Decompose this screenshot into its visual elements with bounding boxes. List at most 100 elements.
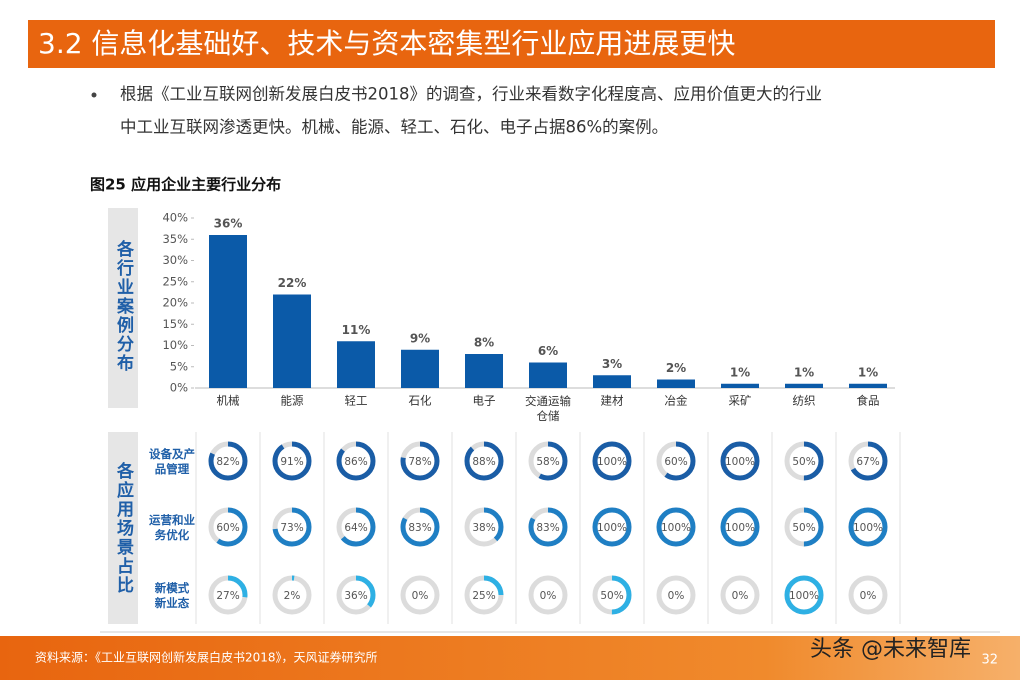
page-number: 32 — [981, 653, 998, 668]
value-label: 2% — [666, 361, 686, 375]
donut-label: 38% — [472, 522, 495, 534]
bullet-dot — [91, 92, 97, 98]
donut-axis-label: 各应用场景占比 — [113, 461, 135, 595]
y-tick-label: 15% — [162, 317, 188, 331]
donut-arc — [336, 507, 376, 547]
value-label: 22% — [278, 276, 307, 290]
donut-label: 36% — [344, 590, 367, 602]
donut-label: 100% — [725, 456, 755, 468]
donut-arc — [784, 507, 824, 547]
donut-arc — [592, 575, 632, 615]
donut-arc — [464, 441, 504, 481]
x-tick-label: 食品 — [857, 394, 880, 408]
value-label: 9% — [410, 331, 430, 345]
donut-label: 78% — [408, 456, 431, 468]
donut-label: 100% — [597, 456, 627, 468]
donut-label: 60% — [216, 522, 239, 534]
row-label: 新模式新业态 — [155, 581, 190, 610]
donut-arc — [208, 441, 248, 481]
donut-label: 25% — [472, 590, 495, 602]
donut-arc — [272, 441, 312, 481]
bar — [657, 379, 695, 388]
donut-arc — [464, 575, 504, 615]
header-bar — [28, 20, 995, 68]
donut-arc — [528, 441, 568, 481]
y-tick-label: 40% — [162, 211, 188, 225]
x-tick-label: 冶金 — [665, 394, 688, 408]
bullet-line: 中工业互联网渗透更快。机械、能源、轻工、石化、电子占据86%的案例。 — [120, 118, 668, 137]
donut-label: 50% — [792, 456, 815, 468]
x-tick-label: 机械 — [217, 394, 240, 408]
donut-label: 60% — [664, 456, 687, 468]
row-label: 设备及产品管理 — [149, 447, 195, 476]
x-tick-label: 电子 — [473, 394, 496, 408]
donut-label: 83% — [408, 522, 431, 534]
donut-arc — [592, 441, 632, 481]
label-panel — [108, 208, 138, 408]
donut-arc — [336, 441, 376, 481]
bullet-line: 根据《工业互联网创新发展白皮书2018》的调查，行业来看数字化程度高、应用价值更… — [120, 85, 822, 104]
bar — [465, 354, 503, 388]
bar — [593, 375, 631, 388]
donut-track — [720, 575, 760, 615]
donut-arc — [656, 441, 696, 481]
donut-arc — [400, 441, 440, 481]
bar — [849, 383, 887, 388]
donut-label: 82% — [216, 456, 239, 468]
y-tick-label: 35% — [162, 232, 188, 246]
bar — [209, 235, 247, 388]
donut-arc — [208, 507, 248, 547]
donut-label: 27% — [216, 590, 239, 602]
donut-label: 91% — [280, 456, 303, 468]
donut-arc — [272, 575, 312, 615]
bar — [337, 341, 375, 388]
y-tick-label: 5% — [170, 359, 188, 373]
donut-label: 64% — [344, 522, 367, 534]
donut-label: 2% — [284, 590, 301, 602]
donut-arc — [784, 575, 824, 615]
x-tick-label: 交通运输仓储 — [525, 394, 571, 423]
donut-label: 50% — [792, 522, 815, 534]
bar — [401, 349, 439, 388]
donut-arc — [528, 507, 568, 547]
donut-track — [528, 575, 568, 615]
donut-label: 0% — [860, 590, 877, 602]
value-label: 1% — [858, 365, 878, 379]
value-label: 1% — [794, 365, 814, 379]
x-tick-label: 纺织 — [793, 394, 816, 408]
donut-track — [656, 575, 696, 615]
x-tick-label: 建材 — [601, 394, 624, 408]
donut-track — [400, 575, 440, 615]
bar-axis-label: 各行业案例分布 — [113, 239, 135, 373]
watermark: 头条 @未来智库 — [810, 637, 971, 662]
donut-arc — [592, 507, 632, 547]
value-label: 6% — [538, 344, 558, 358]
bar — [785, 383, 823, 388]
donut-label: 0% — [540, 590, 557, 602]
x-tick-label: 采矿 — [729, 394, 752, 408]
value-label: 11% — [342, 323, 371, 337]
donut-arc — [272, 507, 312, 547]
donut-arc — [208, 575, 248, 615]
donut-label: 58% — [536, 456, 559, 468]
donut-arc — [464, 507, 504, 547]
y-tick-label: 30% — [162, 253, 188, 267]
donut-arc — [784, 441, 824, 481]
footer-bar — [0, 636, 1020, 680]
donut-label: 67% — [856, 456, 879, 468]
value-label: 8% — [474, 336, 494, 350]
figure-title: 图25 应用企业主要行业分布 — [90, 176, 281, 194]
label-panel — [108, 432, 138, 624]
x-tick-label: 能源 — [281, 394, 304, 408]
donut-label: 86% — [344, 456, 367, 468]
donut-arc — [720, 507, 760, 547]
row-label: 运营和业务优化 — [149, 513, 195, 542]
y-tick-label: 25% — [162, 274, 188, 288]
donut-label: 50% — [600, 590, 623, 602]
y-tick-label: 20% — [162, 296, 188, 310]
donut-label: 100% — [725, 522, 755, 534]
donut-label: 100% — [661, 522, 691, 534]
value-label: 3% — [602, 357, 622, 371]
